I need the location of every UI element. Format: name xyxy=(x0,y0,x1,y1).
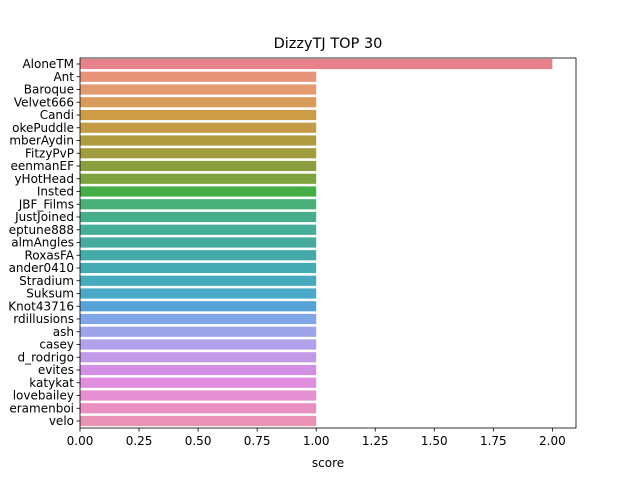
bar-1 xyxy=(80,71,317,82)
y-axis-ticks: AloneTMAntBaroqueVelvet666CandiokePuddle… xyxy=(8,57,80,428)
x-axis-ticks: 0.00 0.25 0.50 0.75 1.00 1.25 1.50 1.75 2.00 xyxy=(67,428,566,448)
bar-3 xyxy=(80,97,317,108)
y-tick-label-19: Knot43716 xyxy=(8,299,74,313)
y-tick-label-3: Velvet666 xyxy=(14,95,74,109)
x-axis-label: score xyxy=(312,456,344,470)
y-tick-label-9: yHotHead xyxy=(14,172,74,186)
x-tick-label-4: 1.00 xyxy=(303,434,330,448)
bar-15 xyxy=(80,250,317,261)
y-tick-label-17: Stradium xyxy=(19,274,74,288)
bar-22 xyxy=(80,339,317,350)
x-tick-label-1: 0.25 xyxy=(126,434,153,448)
y-tick-label-6: mberAydin xyxy=(9,134,74,148)
bars xyxy=(80,58,553,427)
y-tick-label-8: eenmanEF xyxy=(10,159,74,173)
y-tick-label-0: AloneTM xyxy=(22,57,74,71)
bar-24 xyxy=(80,364,317,376)
y-tick-label-5: okePuddle xyxy=(12,121,74,135)
y-tick-label-21: ash xyxy=(53,325,74,339)
y-tick-label-12: JustJoined xyxy=(14,210,74,224)
bar-8 xyxy=(80,160,317,172)
y-tick-label-20: rdillusions xyxy=(13,312,74,326)
chart-title: DizzyTJ TOP 30 xyxy=(274,36,383,52)
plot-frame xyxy=(79,57,577,429)
bar-11 xyxy=(80,199,317,210)
y-tick-label-24: evites xyxy=(38,363,74,377)
bar-25 xyxy=(80,377,317,388)
bar-17 xyxy=(80,275,317,286)
y-tick-label-16: ander0410 xyxy=(9,261,74,275)
y-tick-label-1: Ant xyxy=(53,70,74,84)
bar-9 xyxy=(80,173,317,184)
x-tick-label-7: 1.75 xyxy=(480,434,507,448)
y-tick-label-14: almAngles xyxy=(11,236,74,250)
bar-20 xyxy=(80,313,317,325)
y-tick-label-22: casey xyxy=(39,338,74,352)
bar-4 xyxy=(80,109,317,121)
y-tick-label-4: Candi xyxy=(40,108,74,122)
y-tick-label-28: velo xyxy=(49,414,74,428)
bar-6 xyxy=(80,135,317,146)
x-tick-label-8: 2.00 xyxy=(539,434,566,448)
bar-27 xyxy=(80,403,317,414)
y-tick-label-26: lovebailey xyxy=(13,389,74,403)
bar-18 xyxy=(80,288,317,299)
bar-2 xyxy=(80,84,317,95)
y-tick-label-25: katykat xyxy=(29,376,74,390)
x-tick-label-6: 1.50 xyxy=(421,434,448,448)
y-tick-label-11: JBF_Films xyxy=(18,197,74,211)
y-tick-label-13: eptune888 xyxy=(9,223,74,237)
bar-10 xyxy=(80,186,317,197)
bar-0 xyxy=(80,58,553,70)
y-tick-label-15: RoxasFA xyxy=(25,248,75,262)
y-tick-label-18: Suksum xyxy=(26,287,74,301)
bar-21 xyxy=(80,326,317,337)
y-tick-label-10: Insted xyxy=(37,185,74,199)
x-tick-label-2: 0.50 xyxy=(185,434,212,448)
x-tick-label-0: 0.00 xyxy=(67,434,94,448)
y-tick-label-23: d_rodrigo xyxy=(18,350,74,364)
bar-12 xyxy=(80,211,317,223)
y-tick-label-2: Baroque xyxy=(24,83,74,97)
bar-28 xyxy=(80,415,317,427)
bar-23 xyxy=(80,352,317,363)
bar-19 xyxy=(80,301,317,312)
x-tick-label-5: 1.25 xyxy=(362,434,389,448)
y-tick-label-27: eramenboi xyxy=(9,401,74,415)
bar-14 xyxy=(80,237,317,248)
y-tick-label-7: FitzyPvP xyxy=(25,146,74,160)
bar-26 xyxy=(80,390,317,401)
bar-5 xyxy=(80,122,317,133)
bar-7 xyxy=(80,148,317,159)
bar-13 xyxy=(80,224,317,235)
bar-16 xyxy=(80,262,317,274)
x-tick-label-3: 0.75 xyxy=(244,434,271,448)
